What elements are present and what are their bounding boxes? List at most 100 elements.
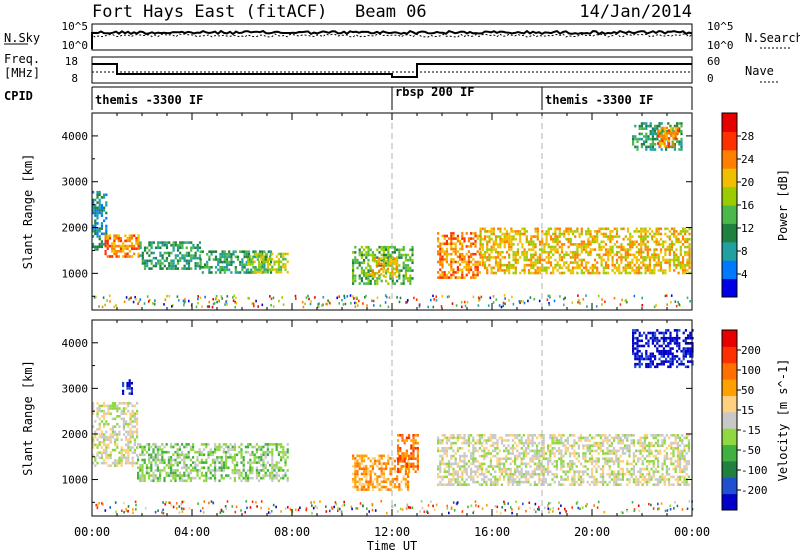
echo-cell <box>219 253 222 256</box>
echo-cell <box>558 452 561 455</box>
echo-cell <box>569 261 572 264</box>
echo-cell <box>641 447 644 450</box>
echo-cell <box>648 261 652 264</box>
echo-cell <box>170 463 173 467</box>
echo-cell <box>365 253 368 257</box>
echo-cell <box>437 483 440 486</box>
echo-cell <box>527 299 529 303</box>
echo-cell <box>236 258 240 261</box>
echo-cell <box>365 245 368 249</box>
echo-cell <box>192 254 195 257</box>
echo-cell <box>260 476 263 480</box>
echo-cell <box>216 445 219 449</box>
echo-cell <box>564 444 567 447</box>
echo-cell <box>249 443 252 446</box>
echo-cell <box>672 467 675 471</box>
echo-cell <box>643 447 646 450</box>
echo-cell <box>620 261 623 264</box>
echo-cell <box>145 443 148 446</box>
echo-cell <box>598 227 601 231</box>
echo-cell <box>530 240 533 244</box>
echo-cell <box>520 452 523 455</box>
echo-cell <box>649 124 652 128</box>
echo-cell <box>275 466 278 470</box>
echo-cell <box>174 241 177 244</box>
echo-cell <box>111 448 114 452</box>
echo-cell <box>654 148 657 151</box>
echo-cell <box>530 271 533 275</box>
echo-cell <box>503 478 506 481</box>
echo-cell <box>640 261 643 264</box>
echo-cell <box>225 445 228 449</box>
echo-cell <box>450 473 453 476</box>
echo-cell <box>481 454 484 458</box>
echo-cell <box>378 257 381 260</box>
echo-cell <box>109 464 112 467</box>
echo-cell <box>547 294 550 298</box>
echo-cell <box>409 269 412 272</box>
echo-cell <box>688 237 691 241</box>
echo-cell <box>441 449 444 453</box>
echo-cell <box>371 277 374 280</box>
echo-cell <box>684 240 687 244</box>
echo-cell <box>661 134 664 138</box>
echo-cell <box>380 245 383 249</box>
power-colorbar-label: Power [dB] <box>776 169 790 241</box>
echo-cell <box>640 250 643 254</box>
echo-cell <box>391 279 394 283</box>
echo-cell <box>122 255 125 258</box>
echo-cell <box>651 256 654 259</box>
echo-cell <box>516 444 519 447</box>
echo-cell <box>116 461 119 465</box>
echo-cell <box>441 258 444 261</box>
echo-cell <box>534 250 537 254</box>
echo-cell <box>518 454 521 458</box>
echo-cell <box>538 449 541 453</box>
echo-cell <box>189 445 192 449</box>
echo-cell <box>148 298 151 302</box>
echo-cell <box>187 450 190 454</box>
echo-cell <box>500 467 503 471</box>
echo-cell <box>591 237 594 241</box>
echo-cell <box>481 436 484 440</box>
echo-cell <box>588 439 591 442</box>
echo-cell <box>668 139 671 143</box>
echo-cell <box>111 461 114 465</box>
echo-cell <box>454 260 457 264</box>
echo-cell <box>98 201 101 204</box>
echo-cell <box>131 451 134 454</box>
echo-cell <box>284 268 287 271</box>
echo-cell <box>602 480 605 484</box>
echo-cell <box>192 256 195 260</box>
echo-cell <box>549 449 552 453</box>
echo-cell <box>496 460 499 463</box>
echo-cell <box>586 480 589 484</box>
echo-cell <box>92 454 95 457</box>
echo-cell <box>597 434 600 437</box>
echo-cell <box>474 441 477 445</box>
echo-cell <box>265 255 268 259</box>
echo-cell <box>223 258 226 261</box>
echo-cell <box>489 478 492 481</box>
echo-cell <box>399 296 402 300</box>
echo-cell <box>416 465 419 468</box>
echo-cell <box>514 256 517 259</box>
echo-cell <box>159 458 162 462</box>
echo-cell <box>514 261 517 264</box>
echo-cell <box>168 241 171 244</box>
echo-cell <box>190 241 193 244</box>
echo-cell <box>450 483 453 486</box>
echo-cell <box>615 261 619 264</box>
echo-cell <box>663 134 666 138</box>
echo-cell <box>205 471 208 475</box>
echo-cell <box>637 253 641 257</box>
echo-cell <box>681 256 685 259</box>
echo-cell <box>104 252 107 256</box>
echo-cell <box>103 219 106 223</box>
echo-cell <box>181 256 184 260</box>
echo-cell <box>208 255 211 259</box>
echo-cell <box>536 457 539 460</box>
echo-cell <box>376 477 379 481</box>
echo-cell <box>452 478 455 481</box>
echo-cell <box>553 436 556 440</box>
